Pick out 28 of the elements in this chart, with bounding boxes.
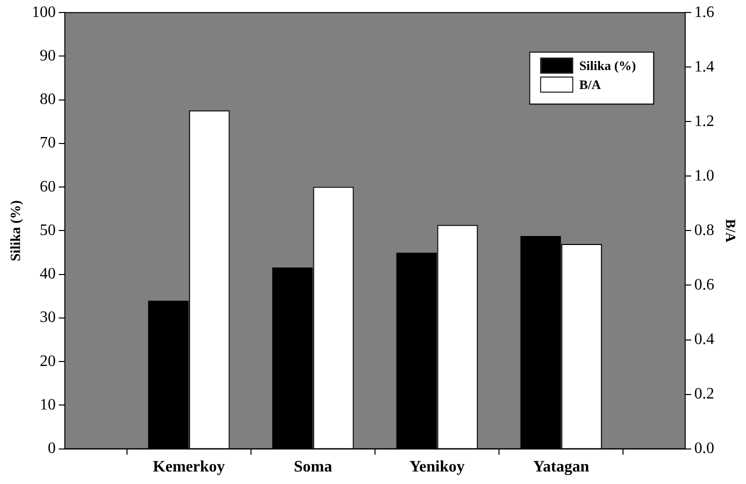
y-tick-label: 100 <box>32 4 56 21</box>
y2-tick-label: 1.2 <box>694 112 714 130</box>
y-tick-label: 0 <box>48 440 56 458</box>
y-tick-label: 50 <box>40 222 56 239</box>
y-tick-label: 40 <box>40 266 56 283</box>
x-tick-label: Yenikoy <box>409 458 465 476</box>
y2-tick-label: 0.0 <box>694 440 714 458</box>
x-tick-label: Soma <box>294 458 332 476</box>
legend-label: Silika (%) <box>579 58 636 73</box>
y-tick-label: 20 <box>40 352 56 370</box>
y-tick-label: 90 <box>40 47 56 64</box>
y-tick-label: 30 <box>40 309 56 326</box>
y2-tick-label: 1.6 <box>694 4 714 21</box>
y-axis-title: Silika (%) <box>9 200 24 262</box>
y2-tick-label: 0.6 <box>694 276 714 294</box>
y-tick-label: 80 <box>40 91 56 108</box>
y2-tick-label: 0.8 <box>694 222 714 239</box>
y2-tick-label: 1.4 <box>694 58 714 76</box>
y-tick-label: 10 <box>40 396 56 414</box>
y2-tick-label: 0.2 <box>694 385 714 402</box>
y-tick-label: 60 <box>40 178 56 196</box>
y2-axis-title: B/A <box>722 219 737 244</box>
legend-label: B/A <box>579 76 602 92</box>
x-tick-label: Kemerkoy <box>152 458 225 476</box>
x-tick-label: Yatagan <box>533 458 590 476</box>
y2-tick-label: 0.4 <box>694 330 714 348</box>
y-tick-label: 70 <box>40 134 56 152</box>
y2-tick-label: 1.0 <box>694 167 714 184</box>
